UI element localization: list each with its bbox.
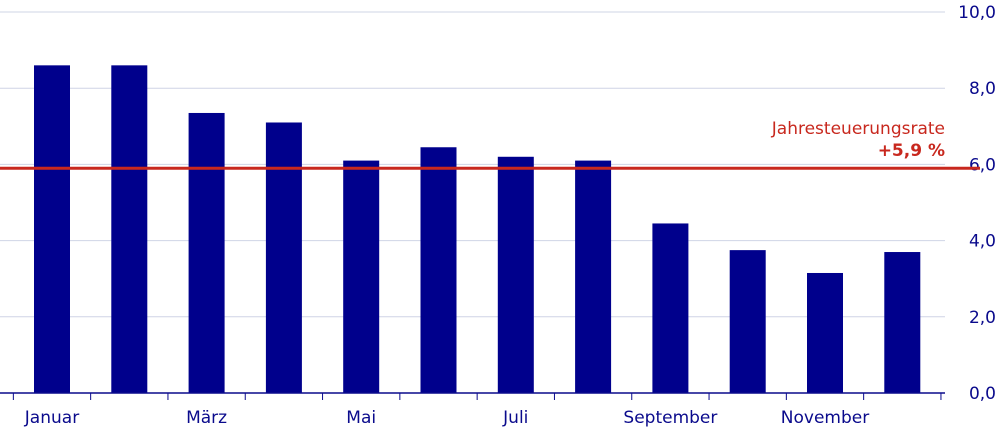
y-tick-label: 4,0 xyxy=(969,232,996,252)
bar xyxy=(729,250,766,393)
bar xyxy=(111,65,148,393)
y-tick-label: 8,0 xyxy=(969,79,996,99)
y-tick-label: 10,0 xyxy=(958,3,996,23)
reference-line-value: +5,9 % xyxy=(878,141,945,161)
y-axis: 0,0 2,0 4,0 6,0 8,0 10,0 xyxy=(958,3,996,404)
bar xyxy=(652,223,689,393)
x-tick-label: Januar xyxy=(24,408,79,428)
bar xyxy=(420,147,457,393)
x-tick-label: Juli xyxy=(502,408,528,428)
x-tick-label: September xyxy=(623,408,717,428)
bar xyxy=(575,160,612,393)
x-tick-label: März xyxy=(186,408,227,428)
bar xyxy=(188,112,225,393)
bar xyxy=(34,65,70,393)
x-axis: Januar März Mai Juli September November xyxy=(0,392,945,428)
bar xyxy=(807,272,843,393)
x-tick-label: Mai xyxy=(346,408,376,428)
bar-series xyxy=(34,65,921,394)
gridlines xyxy=(0,11,945,318)
bar xyxy=(884,252,921,393)
reference-line-label: Jahresteuerungsrate xyxy=(771,119,945,139)
bar xyxy=(343,160,380,393)
bar xyxy=(265,122,302,394)
y-tick-label: 2,0 xyxy=(969,308,996,328)
reference-line-group: Jahresteuerungsrate +5,9 % xyxy=(0,119,980,170)
bar xyxy=(497,156,534,393)
y-tick-label: 6,0 xyxy=(969,155,996,175)
y-tick-label: 0,0 xyxy=(969,384,996,404)
x-tick-label: November xyxy=(781,408,869,428)
